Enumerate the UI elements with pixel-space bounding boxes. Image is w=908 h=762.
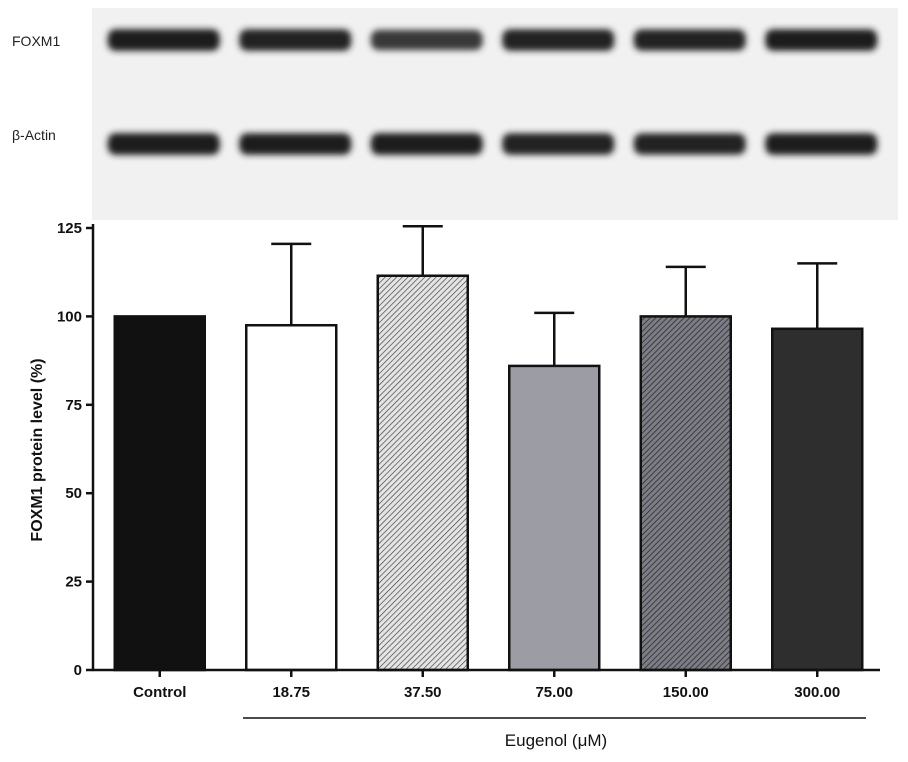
x-tick-label-Control: Control bbox=[133, 684, 186, 701]
blot-bands bbox=[107, 29, 878, 155]
blot-row-label-foxm1: FOXM1 bbox=[12, 33, 60, 49]
y-tick-label-0: 0 bbox=[74, 662, 82, 679]
bar-chart: 0 25 50 75 100 125 Control 18.75 37.50 75.00 150.… bbox=[29, 220, 880, 750]
blot-background bbox=[92, 8, 898, 220]
bar-150.00 bbox=[639, 315, 732, 672]
blot-band-actin-0 bbox=[107, 133, 220, 155]
error-bars bbox=[271, 224, 838, 366]
blot-band-foxm1-5 bbox=[765, 29, 878, 51]
y-tick-label-75: 75 bbox=[65, 397, 82, 414]
blot-band-actin-2 bbox=[370, 133, 483, 155]
blot-band-actin-4 bbox=[633, 133, 746, 155]
y-tick-label-100: 100 bbox=[57, 308, 82, 325]
blot-band-actin-5 bbox=[765, 133, 878, 155]
bar-18.75 bbox=[245, 323, 338, 672]
western-blot-panel: FOXM1 β-Actin bbox=[12, 8, 898, 220]
blot-band-foxm1-3 bbox=[502, 29, 615, 51]
blot-band-actin-1 bbox=[239, 133, 352, 155]
bar-300.00 bbox=[771, 327, 864, 672]
blot-row-label-actin: β-Actin bbox=[12, 127, 56, 143]
blot-band-actin-3 bbox=[502, 133, 615, 155]
blot-band-foxm1-4 bbox=[633, 29, 746, 51]
treatment-group-label: Eugenol (μM) bbox=[505, 731, 607, 750]
y-axis-title: FOXM1 protein level (%) bbox=[29, 358, 46, 541]
y-tick-label-125: 125 bbox=[57, 220, 82, 237]
bar-75.00 bbox=[508, 364, 601, 672]
x-tick-label-75.00: 75.00 bbox=[535, 684, 573, 701]
y-axis: 0 25 50 75 100 125 bbox=[57, 220, 95, 679]
x-tick-label-300.00: 300.00 bbox=[794, 684, 840, 701]
bar-Control bbox=[113, 315, 206, 672]
x-tick-label-18.75: 18.75 bbox=[272, 684, 310, 701]
y-tick-label-50: 50 bbox=[65, 485, 82, 502]
bar-37.50 bbox=[376, 274, 469, 672]
blot-band-foxm1-2 bbox=[370, 29, 483, 51]
blot-band-foxm1-0 bbox=[107, 29, 220, 51]
x-tick-label-150.00: 150.00 bbox=[663, 684, 709, 701]
x-axis: Control 18.75 37.50 75.00 150.00 300.00 bbox=[92, 668, 880, 701]
bars bbox=[113, 274, 864, 672]
x-tick-label-37.50: 37.50 bbox=[404, 684, 442, 701]
blot-band-foxm1-1 bbox=[239, 29, 352, 51]
y-tick-label-25: 25 bbox=[65, 574, 82, 591]
